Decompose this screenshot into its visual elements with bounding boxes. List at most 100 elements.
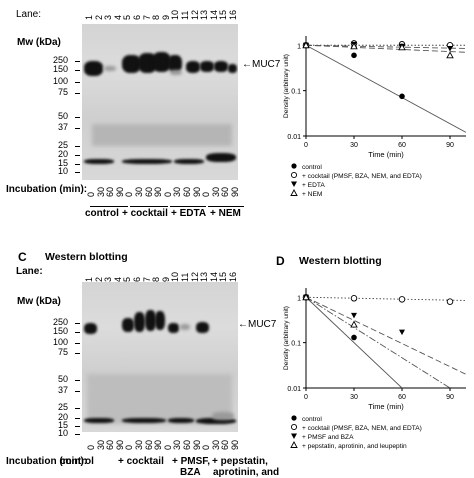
mw-marker-label: 100 [52, 76, 68, 86]
data-point [398, 296, 406, 303]
mw-marker-label: 100 [52, 337, 68, 347]
x-tick-label: 0 [304, 142, 308, 149]
mw-marker-label: 10 [57, 166, 68, 176]
time-label: 30 [172, 439, 183, 450]
mw-tick [75, 418, 80, 419]
mw-marker-label: 20 [57, 149, 68, 159]
data-point [302, 41, 310, 49]
incubation-label-c: Incubation (min): [6, 456, 88, 467]
mw-marker-label: 75 [57, 87, 68, 97]
legend-marker [291, 415, 297, 421]
data-point [399, 93, 405, 100]
time-label: 90 [230, 439, 240, 450]
lane-number: 11 [180, 10, 190, 20]
y-tick-label: 0.1 [291, 341, 301, 348]
mw-tick [75, 172, 80, 173]
legend-marker [291, 181, 297, 187]
group-c-line2-b: aprotinin, and [213, 467, 280, 478]
mw-marker-label: 10 [57, 428, 68, 438]
data-point [351, 52, 357, 59]
data-point [447, 45, 453, 52]
mw-marker-label: 20 [57, 412, 68, 422]
time-label: 30 [172, 186, 183, 197]
mw-marker-label: 25 [57, 402, 68, 412]
legend-marker [290, 171, 298, 179]
mw-tick [75, 155, 80, 156]
legend-marker [290, 189, 298, 196]
mw-tick [75, 426, 80, 427]
time-label: 60 [220, 439, 231, 450]
time-label: 0 [201, 191, 212, 197]
fit-line [305, 44, 467, 133]
time-label: 0 [201, 444, 212, 450]
y-tick-label: 1 [297, 295, 301, 302]
muc7-arrow-label: ←MUC7 [242, 59, 281, 70]
mw-tick [75, 146, 80, 147]
x-tick-label: 90 [446, 394, 454, 401]
time-label: 60 [182, 439, 192, 450]
time-label: 0 [124, 444, 135, 450]
group-label: + cocktail [122, 208, 168, 219]
lane-number: 11 [180, 272, 190, 282]
data-point [446, 51, 454, 59]
time-label: 30 [134, 186, 144, 197]
mw-marker-label: 250 [52, 55, 68, 65]
y-tick-label: 0.1 [291, 89, 301, 96]
lane-number: 13 [199, 9, 210, 20]
lane-number: 15 [218, 271, 229, 282]
time-label: 0 [86, 191, 96, 197]
time-label: 90 [230, 186, 240, 197]
data-point [350, 42, 358, 50]
blot-image-c [82, 282, 238, 432]
group-label: control [60, 456, 94, 467]
legend-marker [291, 163, 297, 169]
panel-d-title: Western blotting [299, 255, 382, 267]
data-point [398, 43, 406, 51]
legend-label: + NEM [302, 191, 322, 198]
time-label: 90 [153, 186, 164, 197]
group-label: + NEM [210, 208, 241, 219]
time-label: 60 [105, 186, 116, 197]
time-label: 0 [124, 191, 135, 197]
mw-marker-label: 37 [57, 122, 68, 132]
x-tick-label: 30 [350, 142, 358, 149]
fit-line [305, 296, 467, 301]
data-point [351, 312, 357, 319]
mw-marker-label: 50 [57, 111, 68, 121]
mw-tick [75, 82, 80, 83]
legend-label: control [302, 416, 322, 423]
legend-label: control [302, 164, 322, 171]
group-label: + cocktail [118, 456, 164, 467]
blot-image [82, 24, 238, 180]
mw-tick [75, 93, 80, 94]
lane-number: 1 [84, 14, 94, 20]
lane-header: Lane: [16, 9, 42, 20]
mw-tick [75, 164, 80, 165]
legend-label: + PMSF and BZA [302, 434, 354, 441]
mw-marker-label: 250 [52, 317, 68, 327]
legend-marker [290, 441, 298, 448]
mw-tick [75, 128, 80, 129]
mw-marker-label: 150 [52, 64, 68, 74]
lane-header-c: Lane: [16, 266, 43, 277]
lane-number: 10 [170, 9, 181, 20]
mw-tick [75, 380, 80, 381]
mw-marker-label: 15 [57, 158, 68, 168]
mw-marker-label: 75 [57, 347, 68, 357]
time-label: 60 [220, 186, 231, 197]
muc7-arrow-label-c: ←MUC7 [238, 319, 277, 330]
panel-c-title: Western blotting [45, 251, 128, 263]
data-point [399, 329, 405, 336]
group-label: + pepstatin, [212, 456, 268, 467]
lane-number: 5 [122, 14, 133, 20]
time-label: 60 [105, 439, 116, 450]
data-point [446, 298, 454, 305]
time-label: 90 [153, 439, 164, 450]
lane-number: 15 [218, 9, 229, 20]
mw-marker-label: 50 [57, 374, 68, 384]
y-tick-label: 1 [297, 43, 301, 50]
mw-tick [75, 61, 80, 62]
lane-number: 16 [228, 9, 238, 20]
panel-d-chart: 1 0.1 0.010 30 60 90 Time (min) Density (arbitr… [283, 288, 467, 450]
lane-number: 10 [170, 271, 181, 282]
